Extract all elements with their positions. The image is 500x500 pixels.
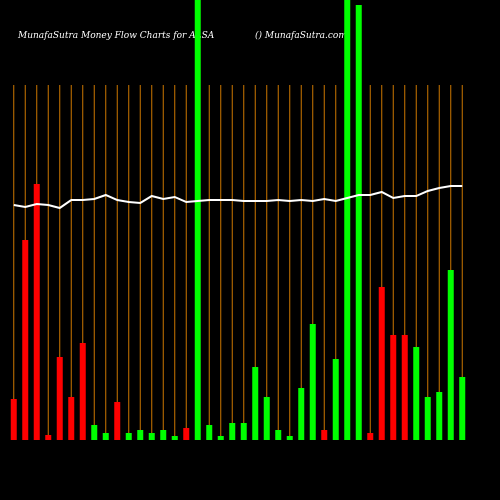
bar: [137, 430, 144, 440]
bar: [125, 433, 132, 440]
bar: [321, 430, 328, 440]
bar: [286, 436, 293, 440]
bar: [413, 347, 420, 440]
bar: [171, 436, 178, 440]
bar: [229, 423, 236, 440]
bar: [68, 397, 75, 440]
bar: [160, 430, 167, 440]
bar: [91, 425, 98, 440]
bar: [114, 402, 121, 440]
bar: [344, 0, 351, 440]
bar: [56, 357, 63, 440]
bar: [275, 430, 282, 440]
bar: [240, 423, 247, 440]
chart-subtitle: () MunafaSutra.com: [255, 30, 347, 41]
bar: [148, 433, 155, 440]
bar: [252, 367, 259, 440]
bar: [447, 270, 454, 440]
bar: [183, 428, 190, 440]
bar: [22, 240, 29, 440]
bar: [332, 359, 339, 440]
bar: [309, 324, 316, 440]
bar: [263, 397, 270, 440]
bar: [79, 343, 86, 440]
bar: [194, 0, 201, 440]
bar: [33, 184, 40, 440]
bar: [459, 377, 466, 440]
bar: [10, 399, 17, 440]
bar: [436, 392, 443, 440]
bar: [378, 287, 385, 440]
bar: [424, 397, 431, 440]
bar: [390, 335, 397, 440]
bar: [102, 433, 109, 440]
bar: [206, 425, 213, 440]
bar: [355, 5, 362, 440]
bar: [298, 388, 305, 440]
bar: [45, 435, 52, 440]
chart-title: MunafaSutra Money Flow Charts for ALSA: [17, 31, 215, 41]
flow-line: [13, 185, 463, 210]
bar: [367, 433, 374, 440]
bar: [217, 436, 224, 440]
bar: [401, 335, 408, 440]
